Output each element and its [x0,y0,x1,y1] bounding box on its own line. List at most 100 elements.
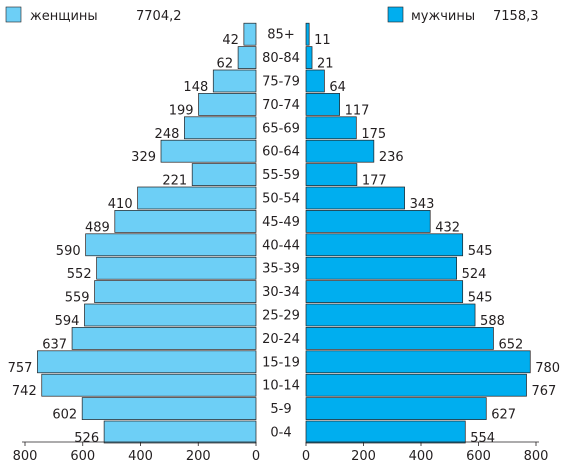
female-value-label-30-34: 559 [65,291,90,306]
male-bars [305,22,531,444]
male-value-label-40-44: 545 [468,244,493,259]
age-label-20-24: 20-24 [262,332,300,347]
age-label-40-44: 40-44 [262,238,300,253]
male-bar-70-74 [305,93,340,116]
male-bar-65-69 [305,116,357,140]
male-bar-15-19 [305,350,531,374]
age-label-15-19: 15-19 [262,355,300,370]
male-value-label-55-59: 177 [362,174,387,189]
male-value-label-35-39: 524 [462,267,487,282]
female-value-label-0-4: 526 [74,431,99,446]
age-label-5-9: 5-9 [270,402,291,417]
female-value-label-35-39: 552 [67,267,92,282]
legend-total-male: 7158,3 [493,9,539,24]
x-tick-label-female-0: 0 [252,449,260,464]
x-tick-label-male-600: 600 [466,449,491,464]
male-value-label-65-69: 175 [361,127,386,142]
female-bar-70-74 [198,93,257,116]
legend-label-female: женщины [30,9,98,24]
male-bar-0-4 [305,420,466,444]
male-bar-5-9 [305,397,487,420]
age-group-labels: 0-4 5-9 10-14 15-19 20-24 25-29 30-34 35-39 40-4… [262,28,300,441]
age-label-45-49: 45-49 [262,215,300,230]
female-value-label-55-59: 221 [162,174,187,189]
female-bar-5-9 [81,397,257,420]
female-bar-50-54 [137,186,257,210]
male-bar-40-44 [305,233,464,257]
age-label-30-34: 30-34 [262,285,300,300]
female-bar-55-59 [191,163,257,186]
female-value-label-80-84: 62 [217,57,234,72]
female-value-label-65-69: 248 [155,127,180,142]
age-label-10-14: 10-14 [262,379,300,394]
male-value-label-30-34: 545 [468,291,493,306]
legend-swatch-female [5,6,22,23]
female-bar-65-69 [184,116,257,140]
age-label-0-4: 0-4 [270,426,291,441]
age-label-75-79: 75-79 [262,75,300,90]
female-value-label-75-79: 148 [183,80,208,95]
age-label-25-29: 25-29 [262,309,300,324]
male-value-label-80-84: 21 [317,57,334,72]
female-value-labels: 526 602 742 757 637 594 559 552 590 489 410 221 329 2… [8,33,239,446]
female-value-label-60-64: 329 [131,150,156,165]
age-label-35-39: 35-39 [262,262,300,277]
age-label-50-54: 50-54 [262,192,300,207]
male-value-label-0-4: 554 [470,431,495,446]
male-value-label-70-74: 117 [345,103,370,118]
legend-label-male: мужчины [411,9,475,24]
female-bar-60-64 [160,139,257,163]
female-bar-0-4 [103,420,257,444]
female-bars [37,22,257,444]
male-bar-45-49 [305,210,431,233]
female-bar-25-29 [84,303,257,327]
female-value-label-5-9: 602 [52,408,77,423]
male-bar-25-29 [305,303,476,327]
x-tick-label-male-800: 800 [524,449,549,464]
age-label-55-59: 55-59 [262,168,300,183]
female-value-label-45-49: 489 [85,220,110,235]
female-bar-10-14 [41,373,257,397]
x-tick-label-female-600: 600 [70,449,95,464]
male-value-label-15-19: 780 [535,361,560,376]
female-value-label-25-29: 594 [55,314,80,329]
female-bar-30-34 [94,280,257,303]
female-value-label-15-19: 757 [8,361,33,376]
male-value-label-75-79: 64 [329,80,346,95]
male-value-label-45-49: 432 [435,220,460,235]
x-tick-label-female-200: 200 [186,449,211,464]
female-bar-45-49 [114,210,257,233]
x-tick-label-male-0: 0 [302,449,310,464]
legend-swatch-male [387,6,404,23]
male-bar-80-84 [305,46,313,69]
male-value-label-60-64: 236 [379,150,404,165]
male-bar-85+ [305,22,310,46]
x-axis-male: 0 200 400 600 800 [302,441,549,464]
age-label-60-64: 60-64 [262,145,300,160]
male-value-label-85+: 11 [314,33,331,48]
female-value-label-50-54: 410 [108,197,133,212]
x-axis-female: 800 600 400 200 0 [13,441,260,464]
female-bar-80-84 [237,46,257,69]
female-value-label-10-14: 742 [12,384,37,399]
female-bar-20-24 [71,327,257,350]
male-value-label-25-29: 588 [480,314,505,329]
female-bar-15-19 [37,350,257,374]
male-bar-35-39 [305,256,457,280]
age-label-80-84: 80-84 [262,51,300,66]
female-bar-85+ [243,22,257,46]
male-value-label-10-14: 767 [532,384,557,399]
x-tick-label-male-200: 200 [351,449,376,464]
female-bar-75-79 [212,69,257,93]
x-tick-label-female-400: 400 [128,449,153,464]
male-bar-20-24 [305,327,494,350]
x-tick-label-male-400: 400 [409,449,434,464]
legend: женщины 7704,2 мужчины 7158,3 [5,6,539,24]
male-bar-10-14 [305,373,527,397]
age-label-85+: 85+ [267,28,294,43]
x-tick-label-female-800: 800 [13,449,38,464]
male-bar-55-59 [305,163,358,186]
male-bar-50-54 [305,186,405,210]
